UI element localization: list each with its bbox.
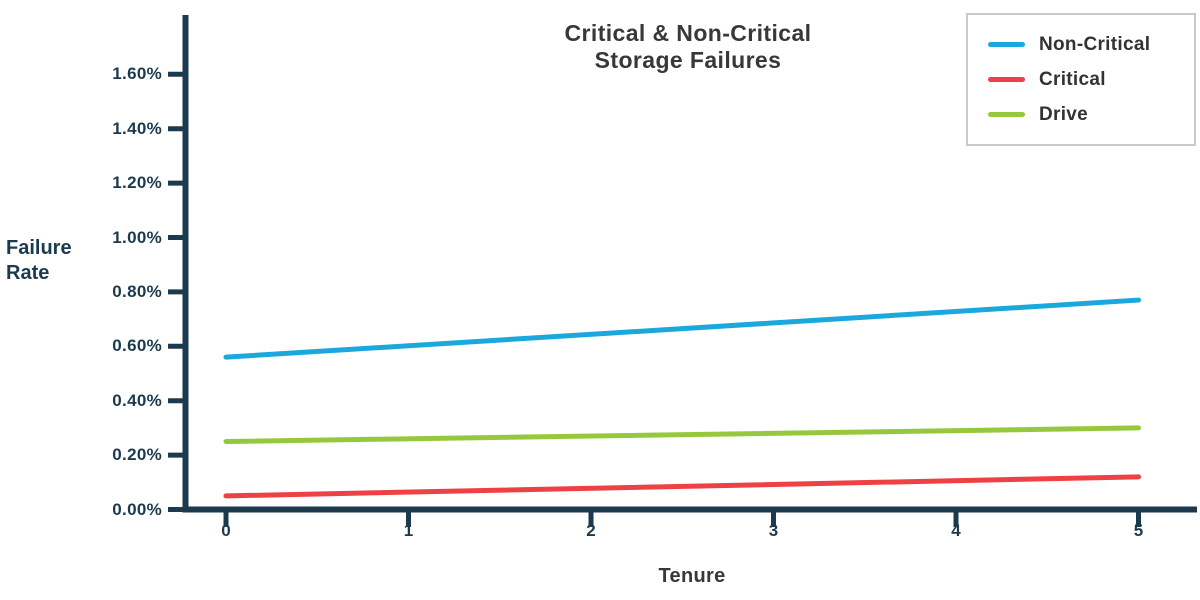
legend: Non-Critical Critical Drive <box>966 13 1196 146</box>
legend-swatch-icon <box>988 77 1025 82</box>
x-tick-label: 1 <box>403 521 414 540</box>
legend-item: Critical <box>988 68 1194 92</box>
legend-item: Non-Critical <box>988 33 1194 57</box>
y-tick-label: 0.60% <box>112 336 162 356</box>
legend-label: Critical <box>1039 68 1106 90</box>
x-tick-label: 2 <box>586 521 596 540</box>
legend-swatch-icon <box>988 112 1025 117</box>
x-tick-label: 5 <box>1133 521 1144 540</box>
y-tick-label: 0.20% <box>112 445 162 465</box>
y-tick-label: 1.20% <box>112 173 162 193</box>
x-tick-label: 4 <box>951 521 961 540</box>
x-tick-label: 0 <box>221 521 231 540</box>
y-tick-label: 0.80% <box>112 281 162 301</box>
x-tick-label: 3 <box>768 521 779 540</box>
x-axis-label: Tenure <box>658 565 726 587</box>
series-line-non-critical <box>223 297 1141 360</box>
legend-item: Drive <box>988 103 1194 127</box>
chart-title: Critical & Non-Critical Storage Failures <box>564 20 812 74</box>
y-tick-label: 0.00% <box>112 499 162 519</box>
legend-label: Drive <box>1039 103 1089 125</box>
series-line-critical <box>223 474 1141 499</box>
legend-label: Non-Critical <box>1039 33 1151 55</box>
y-axis-label: Failure Rate <box>6 237 72 284</box>
y-tick-label: 1.60% <box>112 64 162 84</box>
legend-swatch-icon <box>988 42 1025 47</box>
y-tick-label: 0.40% <box>112 390 162 410</box>
y-tick-label: 1.40% <box>112 118 162 138</box>
series-line-drive <box>223 425 1141 444</box>
y-tick-label: 1.00% <box>112 227 162 247</box>
